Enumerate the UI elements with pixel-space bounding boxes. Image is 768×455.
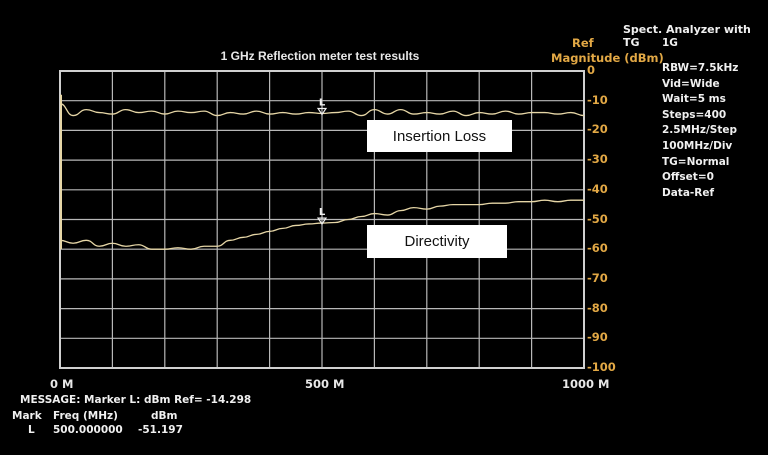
marker-label: L [319, 207, 326, 218]
panel-setting: Vid=Wide [662, 77, 720, 90]
y-tick-label: -100 [587, 360, 616, 374]
y-tick-label: -30 [587, 152, 608, 167]
status-message: MESSAGE: Marker L: dBm Ref= -14.298 [20, 394, 252, 406]
series-label-insertion-loss: Insertion Loss [367, 120, 512, 152]
y-tick-label: -10 [587, 92, 608, 107]
panel-setting: TG=Normal [662, 155, 730, 168]
series-label-directivity: Directivity [367, 225, 507, 258]
x-tick-label: 0 M [50, 377, 74, 391]
y-tick-label: -80 [587, 300, 608, 315]
y-tick-label: -60 [587, 241, 608, 256]
panel-setting: Data-Ref [662, 186, 715, 199]
y-tick-label: -50 [587, 211, 608, 226]
panel-setting: 100MHz/Div [662, 140, 733, 152]
marker-header-mark: Mark [12, 410, 42, 422]
y-tick-label: -20 [587, 122, 608, 137]
marker-row-dbm: -51.197 [138, 424, 183, 436]
marker-header-freq: Freq (MHz) [53, 410, 118, 422]
y-tick-label: 0 [587, 63, 596, 77]
panel-setting: Offset=0 [662, 171, 714, 184]
y-tick-label: -90 [587, 330, 608, 345]
y-axis-label-magnitude: Magnitude (dBm) [551, 51, 664, 65]
y-axis-label-ref: Ref [572, 36, 594, 50]
marker-row-mark: L [28, 424, 35, 436]
panel-setting: RBW=7.5kHz [662, 62, 739, 74]
marker-row-freq: 500.000000 [53, 424, 123, 436]
x-tick-label: 1000 M [562, 377, 610, 391]
panel-heading: Spect. Analyzer with TG [623, 23, 751, 49]
y-tick-label: -70 [587, 270, 608, 285]
panel-setting: 2.5MHz/Step [662, 124, 738, 137]
marker-header-dbm: dBm [151, 410, 178, 422]
panel-model: 1G [662, 37, 678, 49]
panel-setting: Wait=5 ms [662, 93, 726, 106]
chart-title: 1 GHz Reflection meter test results [220, 49, 420, 63]
y-tick-label: -40 [587, 181, 608, 196]
marker-triangle-icon [316, 217, 328, 226]
x-tick-label: 500 M [305, 377, 345, 391]
marker-triangle-icon [316, 107, 328, 116]
marker-label: L [319, 97, 326, 108]
panel-setting: Steps=400 [662, 108, 727, 121]
